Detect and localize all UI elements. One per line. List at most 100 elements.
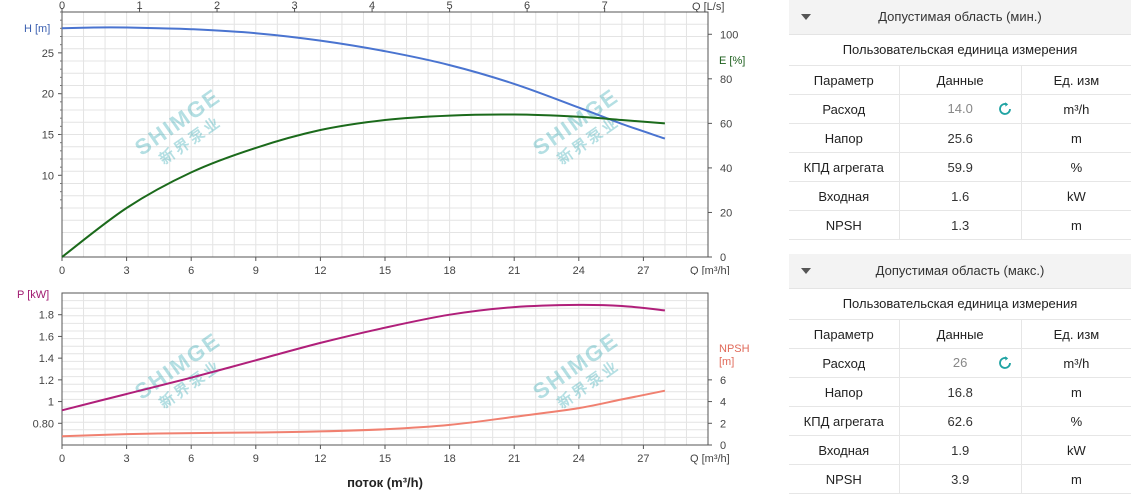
flow-value[interactable]: 14.0 [947, 101, 973, 116]
value-cell: 3.9 [899, 464, 1022, 494]
e-axis-title: E [%] [719, 55, 745, 67]
table-row: КПД агрегата 59.9 % [789, 152, 1131, 182]
unit-cell: m [1021, 377, 1131, 407]
param-cell: NPSH [789, 210, 900, 240]
y-right-tick-label: 4 [720, 397, 726, 409]
table-row: Расход 26 m³/h [789, 348, 1131, 378]
header-data: Данные [899, 66, 1022, 95]
param-cell: Расход [789, 94, 900, 124]
x-tick-label: 3 [124, 453, 130, 465]
caret-down-icon [801, 14, 811, 20]
table-row: Расход 14.0 m³/h [789, 94, 1131, 124]
y-right-tick-label: 60 [720, 118, 732, 130]
x-tick-label: 6 [188, 453, 194, 465]
x-tick-label: 15 [379, 453, 391, 465]
x-top-tick-label: 3 [291, 0, 297, 12]
value-cell: 16.8 [899, 377, 1022, 407]
caret-down-icon [801, 268, 811, 274]
unit-cell: kW [1021, 181, 1131, 211]
x-tick-label: 9 [253, 453, 259, 465]
unit-cell: % [1021, 406, 1131, 436]
unit-cell: % [1021, 152, 1131, 182]
table-row: Напор 25.6 m [789, 123, 1131, 153]
param-cell: Напор [789, 377, 900, 407]
h-axis-title: H [m] [24, 23, 50, 35]
max-area-header[interactable]: Допустимая область (макс.) [789, 254, 1131, 289]
y-right-tick-label: 0 [720, 440, 726, 452]
unit-system-label[interactable]: Пользовательская единица измерения [789, 35, 1131, 66]
y-left-tick-label: 25 [42, 48, 54, 60]
table-header-row: Параметр Данные Ед. изм [789, 320, 1131, 349]
header-param: Параметр [789, 320, 900, 349]
x-tick-label: 15 [379, 265, 391, 275]
refresh-icon[interactable] [997, 101, 1013, 117]
param-cell: Расход [789, 348, 900, 378]
flow-value-cell[interactable]: 14.0 [899, 94, 1022, 124]
y-left-tick-label: 1.8 [39, 310, 54, 322]
panel-title: Допустимая область (мин.) [878, 9, 1042, 24]
value-cell: 1.9 [899, 435, 1022, 465]
x-tick-label: 24 [573, 453, 585, 465]
header-unit: Ед. изм [1021, 320, 1131, 349]
x-top-axis-label: Q [L/s] [692, 1, 724, 13]
flow-value[interactable]: 26 [952, 355, 968, 370]
table-row: Входная 1.6 kW [789, 181, 1131, 211]
max-area-panel: Допустимая область (макс.) Пользовательс… [789, 254, 1131, 497]
y-right-tick-label: 2 [720, 418, 726, 430]
npsh-axis-unit: [m] [719, 356, 734, 368]
panel-title: Допустимая область (макс.) [875, 263, 1045, 278]
header-data: Данные [899, 320, 1022, 349]
max-area-table: Параметр Данные Ед. изм Расход 26 m³/h Н… [789, 320, 1131, 494]
x-tick-label: 12 [314, 265, 326, 275]
value-cell: 1.6 [899, 181, 1022, 211]
y-left-tick-label: 1.6 [39, 331, 54, 343]
header-param: Параметр [789, 66, 900, 95]
x-tick-label: 27 [637, 265, 649, 275]
table-row: Напор 16.8 m [789, 377, 1131, 407]
x-tick-label: 18 [443, 265, 455, 275]
efficiency-curve [61, 113, 665, 258]
npsh-curve [61, 389, 666, 438]
x-top-tick-label: 7 [602, 0, 608, 12]
y-right-tick-label: 20 [720, 207, 732, 219]
x-top-tick-label: 1 [136, 0, 142, 12]
y-left-tick-label: 1.2 [39, 375, 54, 387]
x-tick-label: 0 [59, 453, 65, 465]
npsh-axis-title: NPSH [719, 343, 750, 355]
head-curve [61, 26, 666, 140]
flow-value-cell[interactable]: 26 [899, 348, 1022, 378]
table-row: Входная 1.9 kW [789, 435, 1131, 465]
min-area-header[interactable]: Допустимая область (мин.) [789, 0, 1131, 35]
param-cell: Входная [789, 435, 900, 465]
unit-cell: m³/h [1021, 348, 1131, 378]
x-top-tick-label: 5 [447, 0, 453, 12]
unit-system-label[interactable]: Пользовательская единица измерения [789, 289, 1131, 320]
value-cell: 59.9 [899, 152, 1022, 182]
y-right-tick-label: 40 [720, 163, 732, 175]
table-row: NPSH 1.3 m [789, 210, 1131, 240]
p-axis-title: P [kW] [17, 289, 49, 301]
refresh-icon[interactable] [997, 355, 1013, 371]
x-tick-label: 21 [508, 453, 520, 465]
y-left-tick-label: 20 [42, 89, 54, 101]
param-cell: Напор [789, 123, 900, 153]
x-axis-label: Q [m³/h] [690, 265, 730, 275]
unit-cell: m³/h [1021, 94, 1131, 124]
power-curve [61, 303, 666, 412]
x-top-tick-label: 2 [214, 0, 220, 12]
x-top-tick-label: 6 [524, 0, 530, 12]
y-right-tick-label: 100 [720, 29, 738, 41]
y-left-tick-label: 0.80 [33, 418, 54, 430]
unit-cell: m [1021, 123, 1131, 153]
flow-axis-title: поток (m³/h) [347, 475, 423, 490]
x-tick-label: 27 [637, 453, 649, 465]
table-header-row: Параметр Данные Ед. изм [789, 66, 1131, 95]
value-cell: 62.6 [899, 406, 1022, 436]
x-tick-label: 3 [124, 265, 130, 275]
y-left-tick-label: 15 [42, 130, 54, 142]
x-tick-label: 24 [573, 265, 585, 275]
param-cell: Входная [789, 181, 900, 211]
min-area-panel: Допустимая область (мин.) Пользовательск… [789, 0, 1131, 246]
